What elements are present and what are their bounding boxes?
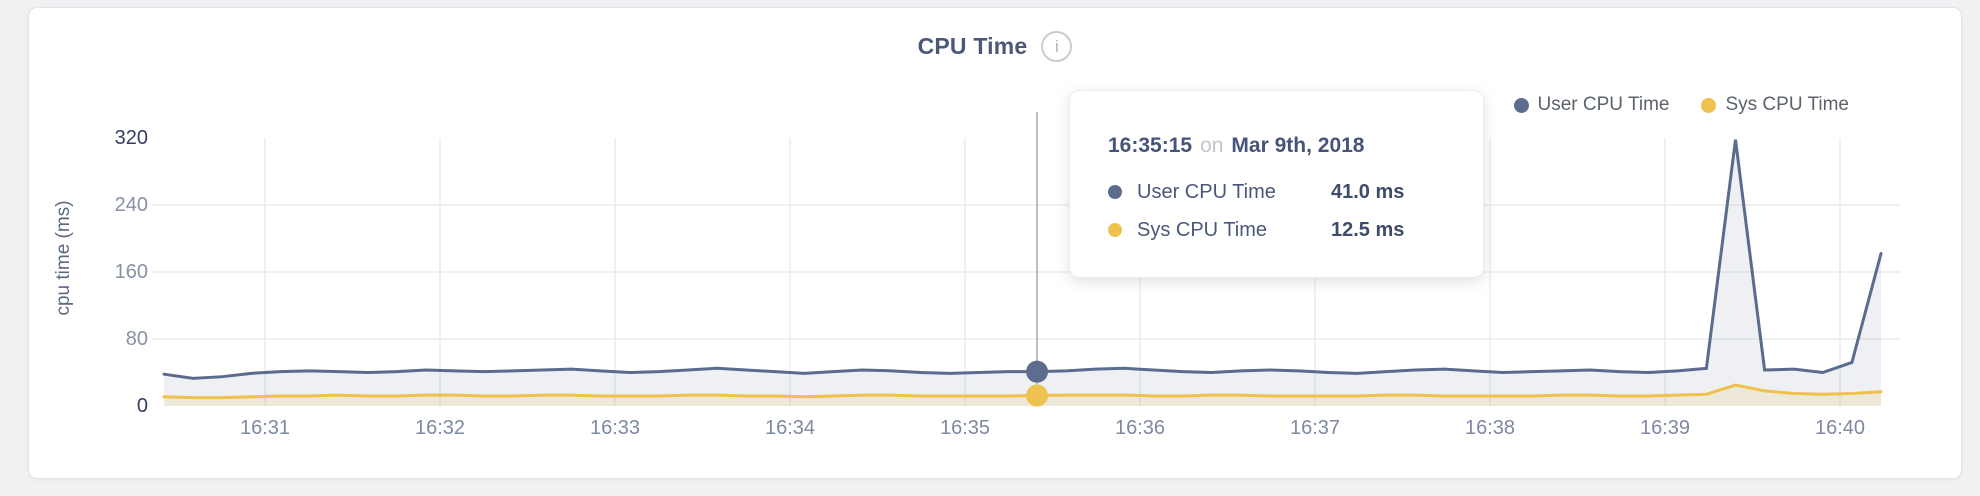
legend-dot-sys-icon: [1701, 97, 1717, 113]
y-tick-label: 80: [125, 328, 148, 350]
legend-label-sys: Sys CPU Time: [1725, 94, 1849, 115]
y-tick-label: 320: [114, 127, 148, 149]
legend-dot-user-icon: [1513, 97, 1529, 113]
chart-legend: User CPU Time Sys CPU Time: [1513, 94, 1849, 116]
tooltip-dot-user-icon: [1108, 185, 1122, 199]
chart-tooltip: 16:35:15 on Mar 9th, 2018 User CPU Time 41…: [1069, 90, 1484, 278]
tooltip-connector: on: [1200, 134, 1224, 157]
legend-item-user[interactable]: User CPU Time: [1513, 94, 1670, 116]
x-tick-label: 16:39: [1639, 417, 1691, 439]
x-tick-label: 16:35: [939, 417, 991, 439]
tooltip-row-sys: Sys CPU Time 12.5 ms: [1108, 215, 1455, 245]
chart-header: CPU Time i: [29, 31, 1961, 62]
tooltip-label-user: User CPU Time: [1137, 180, 1276, 203]
chart-card: CPU Time i User CPU Time Sys CPU Time: [28, 7, 1962, 479]
tooltip-date: Mar 9th, 2018: [1231, 134, 1365, 157]
legend-label-user: User CPU Time: [1537, 94, 1670, 115]
tooltip-time: 16:35:15: [1108, 134, 1193, 157]
tooltip-row-user: User CPU Time 41.0 ms: [1108, 177, 1455, 207]
chart-title: CPU Time: [917, 33, 1028, 59]
x-tick-label: 16:33: [589, 417, 641, 439]
x-tick-label: 16:40: [1814, 417, 1866, 439]
x-tick-label: 16:31: [239, 417, 291, 439]
tooltip-dot-sys-icon: [1108, 223, 1122, 237]
y-tick-label: 0: [136, 395, 148, 417]
x-tick-label: 16:36: [1114, 417, 1166, 439]
legend-item-sys[interactable]: Sys CPU Time: [1701, 94, 1849, 116]
tooltip-label-sys: Sys CPU Time: [1137, 218, 1268, 241]
x-tick-label: 16:38: [1464, 417, 1516, 439]
tooltip-value-user: 41.0 ms: [1331, 180, 1405, 203]
y-tick-label: 240: [114, 194, 148, 216]
tooltip-header: 16:35:15 on Mar 9th, 2018: [1108, 133, 1455, 159]
info-icon[interactable]: i: [1041, 31, 1073, 62]
x-tick-label: 16:32: [414, 417, 466, 439]
tooltip-value-sys: 12.5 ms: [1331, 218, 1405, 241]
x-tick-label: 16:37: [1289, 417, 1341, 439]
y-tick-label: 160: [114, 261, 148, 283]
x-tick-label: 16:34: [764, 417, 816, 439]
